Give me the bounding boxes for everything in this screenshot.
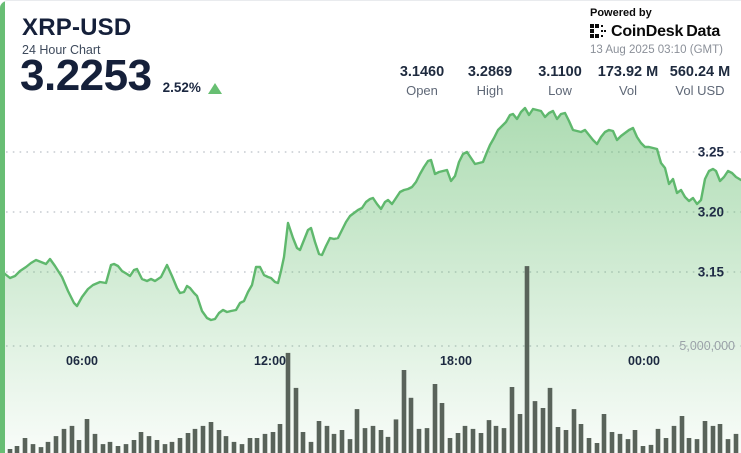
time-tick-label: 00:00 xyxy=(628,354,660,368)
brand-data: Data xyxy=(686,23,721,40)
powered-by-label: Powered by xyxy=(590,7,652,19)
stats-row: 3.1460 Open 3.2869 High 3.1100 Low 173.9… xyxy=(0,64,741,104)
current-price: 3.2253 xyxy=(20,51,152,100)
price-tick-label: 3.15 xyxy=(698,265,725,280)
stat-low-label: Low xyxy=(548,82,572,98)
stat-open-label: Open xyxy=(406,82,438,98)
stat-open: 3.1460 Open xyxy=(400,64,444,98)
current-price-row: 3.2253 2.52% xyxy=(20,54,222,98)
time-tick-label: 18:00 xyxy=(440,354,472,368)
up-arrow-icon xyxy=(207,83,222,94)
stat-high-value: 3.2869 xyxy=(467,64,513,80)
price-tick-label: 3.20 xyxy=(698,205,724,220)
stat-vol-value: 173.92 M xyxy=(597,64,659,80)
timestamp: 13 Aug 2025 03:10 (GMT) xyxy=(590,44,723,56)
left-accent-bar xyxy=(0,1,5,453)
header: XRP-USD 24 Hour Chart xyxy=(22,14,132,58)
stat-vol-label: Vol xyxy=(618,82,638,98)
brand-coindesk: CoinDesk xyxy=(611,23,684,40)
stat-low-value: 3.1100 xyxy=(538,64,582,80)
coindesk-logo-icon xyxy=(590,23,606,38)
time-tick-label: 06:00 xyxy=(66,354,98,368)
stat-high-label: High xyxy=(476,82,504,98)
coindesk-brand-row: CoinDesk Data xyxy=(590,23,723,41)
stat-vol-usd-value: 560.24 M xyxy=(669,64,731,80)
stat-open-value: 3.1460 xyxy=(399,64,445,80)
change-percent: 2.52% xyxy=(162,80,201,95)
stat-vol-usd: 560.24 M Vol USD xyxy=(670,64,730,98)
symbol-title: XRP-USD xyxy=(22,14,132,41)
time-tick-label: 12:00 xyxy=(254,354,286,368)
stat-high: 3.2869 High xyxy=(468,64,512,98)
powered-by-block: Powered by CoinDesk Data 13 Aug 2025 03:… xyxy=(590,7,723,56)
chart-subtitle: 24 Hour Chart xyxy=(22,43,101,58)
price-tick-label: 3.25 xyxy=(698,145,725,160)
stat-vol: 173.92 M Vol xyxy=(598,64,658,98)
stat-vol-usd-label: Vol USD xyxy=(675,82,725,98)
stat-low: 3.1100 Low xyxy=(538,64,582,98)
volume-tick-label: 5,000,000 xyxy=(679,339,735,353)
